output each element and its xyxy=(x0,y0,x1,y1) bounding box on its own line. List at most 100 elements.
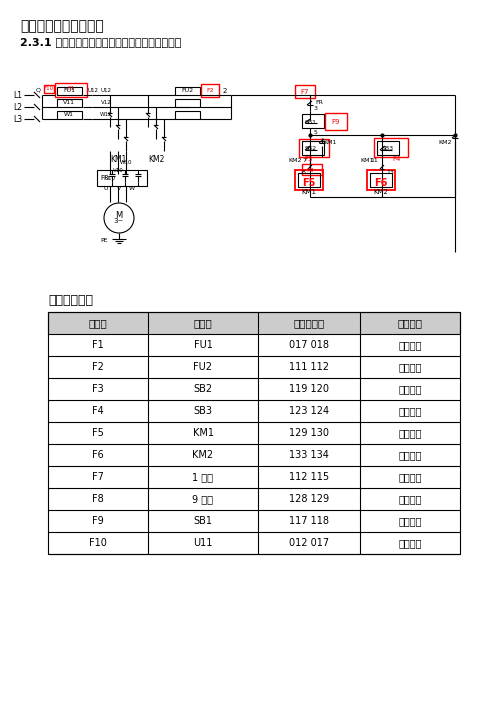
Text: KM1: KM1 xyxy=(192,428,213,438)
Text: KM2: KM2 xyxy=(192,450,214,460)
Text: M: M xyxy=(116,211,123,220)
Bar xyxy=(302,164,322,175)
Text: 8: 8 xyxy=(302,171,306,176)
Text: FU1: FU1 xyxy=(193,340,212,350)
Text: 器件故障: 器件故障 xyxy=(398,516,422,526)
Text: 线路故障: 线路故障 xyxy=(398,494,422,504)
Text: KM1: KM1 xyxy=(110,154,126,164)
Bar xyxy=(48,312,460,334)
Text: SB1: SB1 xyxy=(193,516,212,526)
Text: KM2: KM2 xyxy=(148,154,164,164)
Text: 器件故障: 器件故障 xyxy=(398,428,422,438)
Text: 电动机控制线路的维修: 电动机控制线路的维修 xyxy=(20,19,104,33)
Text: 1 号线: 1 号线 xyxy=(192,472,213,482)
Text: Q: Q xyxy=(36,88,41,93)
Text: 129 130: 129 130 xyxy=(289,428,329,438)
Text: 123 124: 123 124 xyxy=(289,406,329,416)
Text: F3: F3 xyxy=(92,384,104,394)
Text: F4: F4 xyxy=(92,406,104,416)
Text: SB2: SB2 xyxy=(305,145,317,150)
Text: F4: F4 xyxy=(393,156,401,162)
Bar xyxy=(298,173,320,187)
Bar xyxy=(367,170,395,190)
Text: F7: F7 xyxy=(92,472,104,482)
Text: U11: U11 xyxy=(193,538,213,548)
Text: 11: 11 xyxy=(370,157,378,162)
Text: V12: V12 xyxy=(101,100,112,105)
Text: KM2: KM2 xyxy=(438,140,452,145)
Text: 器件故障: 器件故障 xyxy=(398,406,422,416)
Text: 111 112: 111 112 xyxy=(289,362,329,372)
Text: L1: L1 xyxy=(13,91,22,100)
Text: F1: F1 xyxy=(92,340,104,350)
Text: 故障点列表：: 故障点列表： xyxy=(48,295,93,307)
Text: W1: W1 xyxy=(64,112,74,117)
Bar xyxy=(175,99,200,107)
Text: 13: 13 xyxy=(386,171,394,176)
Text: L2: L2 xyxy=(13,102,22,112)
Text: 112 115: 112 115 xyxy=(289,472,329,482)
Text: 器件故障: 器件故障 xyxy=(398,362,422,372)
Text: F5: F5 xyxy=(92,428,104,438)
Bar xyxy=(377,141,399,155)
Text: SB2: SB2 xyxy=(193,384,213,394)
Text: L3: L3 xyxy=(13,114,22,124)
Text: 线路故障: 线路故障 xyxy=(398,538,422,548)
Text: F2: F2 xyxy=(92,362,104,372)
Text: F10: F10 xyxy=(44,86,54,91)
Text: 012 017: 012 017 xyxy=(289,538,329,548)
Bar xyxy=(55,83,87,97)
Text: W12: W12 xyxy=(100,112,112,117)
Text: KM1: KM1 xyxy=(302,189,316,195)
Text: F2: F2 xyxy=(206,88,214,93)
Text: 133 134: 133 134 xyxy=(289,450,329,460)
Bar xyxy=(302,114,324,128)
Text: W: W xyxy=(129,185,135,190)
Bar xyxy=(57,111,82,119)
Bar xyxy=(57,87,82,95)
Bar xyxy=(175,111,200,119)
Text: F3: F3 xyxy=(305,156,313,162)
Text: U10: U10 xyxy=(105,176,116,182)
Text: SB3: SB3 xyxy=(382,145,394,150)
Text: 017 018: 017 018 xyxy=(289,340,329,350)
Bar xyxy=(175,87,200,95)
Bar xyxy=(295,170,323,190)
Bar xyxy=(325,113,347,130)
Text: 器件故障: 器件故障 xyxy=(398,384,422,394)
Text: 2: 2 xyxy=(223,88,227,94)
Text: 器件号: 器件号 xyxy=(193,318,212,328)
Text: F8: F8 xyxy=(92,494,104,504)
Text: 3: 3 xyxy=(314,105,318,110)
Bar xyxy=(295,85,315,98)
Text: V11: V11 xyxy=(63,100,75,105)
Text: F5: F5 xyxy=(303,178,315,188)
Text: F10: F10 xyxy=(89,538,107,548)
Text: 9 号线: 9 号线 xyxy=(192,494,213,504)
Bar xyxy=(374,138,408,157)
Text: 器件故障: 器件故障 xyxy=(398,450,422,460)
Bar xyxy=(302,141,324,155)
Text: F9: F9 xyxy=(332,119,340,125)
Text: V10: V10 xyxy=(113,168,124,173)
Text: 119 120: 119 120 xyxy=(289,384,329,394)
Bar xyxy=(201,84,219,97)
Text: U: U xyxy=(104,185,108,190)
Text: U12: U12 xyxy=(101,88,112,93)
Text: 故障类型: 故障类型 xyxy=(397,318,423,328)
Text: F6: F6 xyxy=(92,450,104,460)
Text: U12: U12 xyxy=(87,88,98,93)
Text: FR: FR xyxy=(315,100,323,105)
Text: SB1: SB1 xyxy=(305,119,317,124)
Text: 线路故障: 线路故障 xyxy=(398,472,422,482)
Text: FU2: FU2 xyxy=(193,362,212,372)
Text: FR: FR xyxy=(100,175,109,181)
Text: V: V xyxy=(117,185,121,190)
Text: 128 129: 128 129 xyxy=(289,494,329,504)
Text: PE: PE xyxy=(101,237,108,242)
Text: F8: F8 xyxy=(306,168,314,173)
Text: 117 118: 117 118 xyxy=(289,516,329,526)
Text: FU2: FU2 xyxy=(181,88,193,93)
Bar xyxy=(97,170,147,186)
Bar xyxy=(44,85,54,93)
